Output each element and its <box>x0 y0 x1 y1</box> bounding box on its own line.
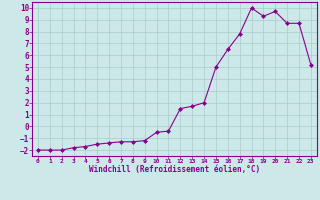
X-axis label: Windchill (Refroidissement éolien,°C): Windchill (Refroidissement éolien,°C) <box>89 165 260 174</box>
